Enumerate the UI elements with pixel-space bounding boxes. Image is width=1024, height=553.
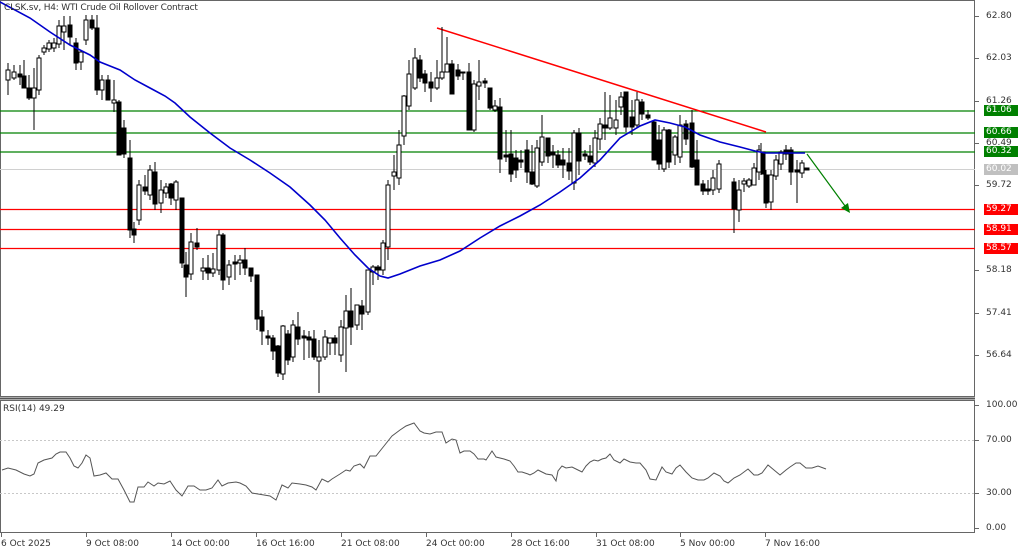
time-tick: 24 Oct 00:00 bbox=[426, 539, 485, 549]
time-tick: 7 Nov 16:00 bbox=[765, 539, 820, 549]
rsi-tick: 100.00 bbox=[986, 400, 1018, 410]
support-lines[interactable] bbox=[0, 208, 975, 250]
rsi-tick: 70.00 bbox=[986, 435, 1012, 445]
rsi-tick: 30.00 bbox=[986, 488, 1012, 498]
resistance-tag: 61.06 bbox=[984, 105, 1018, 116]
support-tag: 59.27 bbox=[984, 204, 1018, 215]
price-tick: 58.18 bbox=[986, 265, 1012, 275]
price-tick: 60.49 bbox=[986, 138, 1012, 148]
time-tick: 14 Oct 00:00 bbox=[171, 539, 230, 549]
main-chart-frame bbox=[0, 0, 975, 397]
current-price-tag: 60.02 bbox=[984, 164, 1018, 175]
rsi-tick: 0.00 bbox=[986, 523, 1007, 533]
chart-title: CLSK.sv, H4: WTI Crude Oil Rollover Cont… bbox=[4, 3, 198, 13]
resistance-tag: 60.66 bbox=[984, 127, 1018, 138]
time-tick: 21 Oct 08:00 bbox=[341, 539, 400, 549]
rsi-line[interactable] bbox=[1, 422, 827, 503]
price-tick: 59.72 bbox=[986, 180, 1012, 190]
arrow-head-icon bbox=[841, 203, 850, 213]
price-tick: 61.26 bbox=[986, 96, 1012, 106]
price-tick: 62.03 bbox=[986, 53, 1012, 63]
rsi-indicator-label: RSI(14) 49.29 bbox=[3, 404, 65, 414]
support-tag: 58.91 bbox=[984, 224, 1018, 235]
descending-trendline[interactable] bbox=[436, 27, 767, 133]
price-tick: 56.64 bbox=[986, 350, 1012, 360]
time-tick: 5 Nov 00:00 bbox=[680, 539, 735, 549]
time-tick: 6 Oct 2025 bbox=[1, 539, 51, 549]
price-tick: 62.80 bbox=[986, 11, 1012, 21]
rsi-panel-frame bbox=[0, 400, 975, 533]
candlesticks bbox=[5, 15, 810, 393]
projection-arrow[interactable] bbox=[806, 153, 849, 211]
time-tick: 9 Oct 08:00 bbox=[86, 539, 139, 549]
support-tag: 58.57 bbox=[984, 243, 1018, 254]
time-axis-ticks bbox=[1, 533, 766, 537]
price-tick: 57.41 bbox=[986, 308, 1012, 318]
price-axis-ticks bbox=[975, 16, 979, 529]
resistance-tag: 60.32 bbox=[984, 146, 1018, 157]
time-tick: 31 Oct 08:00 bbox=[596, 539, 655, 549]
moving-average-line[interactable] bbox=[0, 1, 805, 279]
time-tick: 16 Oct 16:00 bbox=[256, 539, 315, 549]
time-tick: 28 Oct 16:00 bbox=[511, 539, 570, 549]
resistance-lines[interactable] bbox=[0, 110, 975, 153]
